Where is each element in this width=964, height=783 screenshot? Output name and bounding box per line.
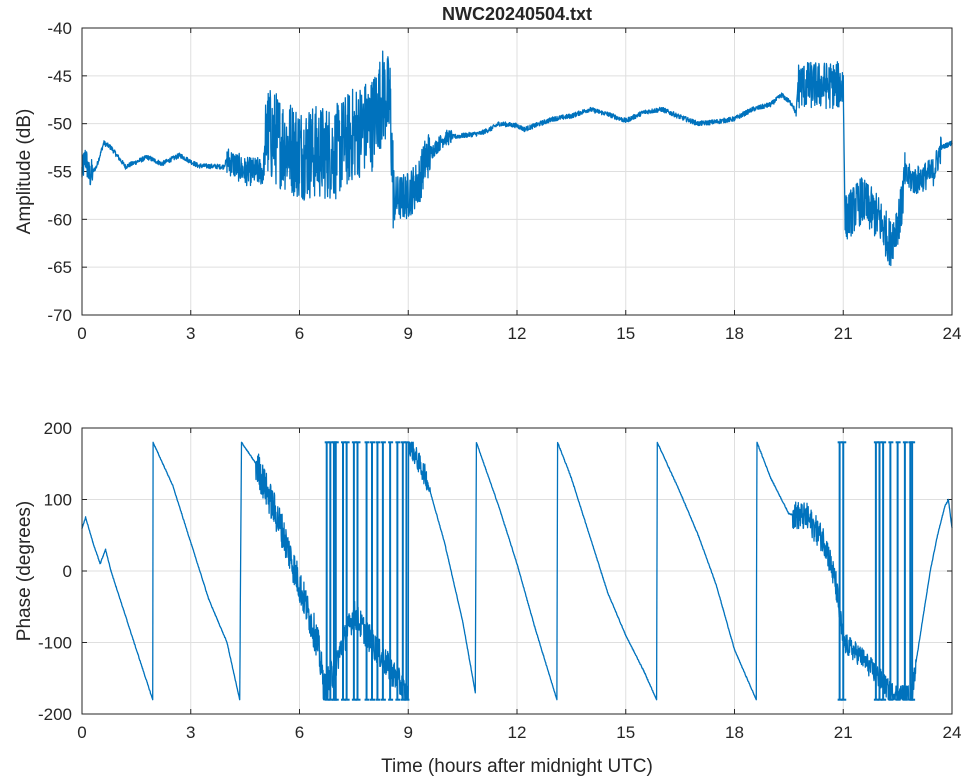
y-tick-label: -60 (47, 210, 72, 229)
x-tick-label: 6 (295, 324, 304, 343)
series-line (81, 441, 953, 701)
series-line (81, 50, 953, 267)
y-tick-label: -50 (47, 115, 72, 134)
y-tick-label: -45 (47, 67, 72, 86)
y-tick-label: -100 (38, 634, 72, 653)
x-tick-label: 0 (77, 324, 86, 343)
x-tick-label: 15 (616, 723, 635, 742)
y-tick-label: 200 (44, 419, 72, 438)
axes-box (81, 427, 953, 715)
x-tick-label: 21 (834, 324, 853, 343)
x-tick-label: 15 (616, 324, 635, 343)
x-tick-label: 18 (725, 324, 744, 343)
chart-title: NWC20240504.txt (442, 4, 592, 24)
x-tick-label: 9 (404, 324, 413, 343)
y-tick-label: -55 (47, 163, 72, 182)
x-tick-label: 24 (943, 324, 962, 343)
x-axis-label: Time (hours after midnight UTC) (381, 756, 653, 777)
x-tick-label: 3 (186, 324, 195, 343)
x-tick-label: 12 (508, 324, 527, 343)
y-tick-label: -40 (47, 19, 72, 38)
y-tick-label: -65 (47, 258, 72, 277)
x-tick-label: 24 (943, 723, 962, 742)
y-tick-label: -200 (38, 705, 72, 724)
y-tick-label: 100 (44, 491, 72, 510)
x-tick-label: 0 (77, 723, 86, 742)
x-tick-label: 21 (834, 723, 853, 742)
subplot-2: 0 3 6 9 12 15 18 21 24 200 100 0 -100 -200 Phase (degr… (14, 419, 961, 777)
x-tick-label: 9 (404, 723, 413, 742)
y-tick-label: -70 (47, 306, 72, 325)
axes-box (81, 27, 953, 316)
x-tick-label: 18 (725, 723, 744, 742)
x-tick-label: 12 (508, 723, 527, 742)
y-axis-label: Amplitude (dB) (14, 109, 35, 235)
x-tick-label: 3 (186, 723, 195, 742)
y-tick-label: 0 (63, 562, 72, 581)
x-tick-label: 6 (295, 723, 304, 742)
subplot-1: 0 3 6 9 12 15 18 21 24 -40 -45 -50 -55 -60 -65 -70 NWC20… (14, 4, 961, 343)
y-axis-label: Phase (degrees) (14, 501, 35, 641)
